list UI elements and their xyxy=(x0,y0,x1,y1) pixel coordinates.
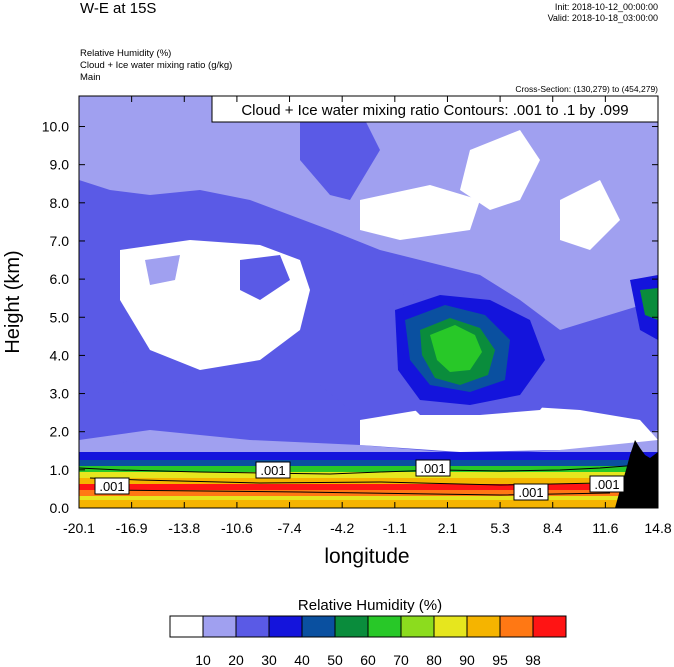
colorbar-swatch xyxy=(367,615,402,638)
colorbar-label: 30 xyxy=(261,652,277,667)
x-tick-label: -10.6 xyxy=(221,520,253,536)
colorbar-label: 50 xyxy=(327,652,343,667)
x-tick-label: -1.1 xyxy=(383,520,407,536)
colorbar-swatch xyxy=(268,615,303,638)
x-tick-label: -20.1 xyxy=(63,520,95,536)
contour-label: .001 xyxy=(420,461,445,476)
y-tick-label: 6.0 xyxy=(50,271,70,287)
y-tick-label: 9.0 xyxy=(50,157,70,173)
contour-labels: .001 .001 .001 .001 .001 xyxy=(94,459,625,501)
x-tick-label: -13.8 xyxy=(168,520,200,536)
y-tick-label: 5.0 xyxy=(50,309,70,325)
contour-label: .001 xyxy=(99,479,124,494)
colorbar-label: 80 xyxy=(426,652,442,667)
colorbar-swatch xyxy=(202,615,237,638)
cross-section-label: Cross-Section: (130,279) to (454,279) xyxy=(515,84,658,94)
colorbar-swatch xyxy=(466,615,501,638)
colorbar-label: 60 xyxy=(360,652,376,667)
colorbar-swatch xyxy=(532,615,567,638)
field-label-main: Main xyxy=(80,72,101,83)
x-tick-label: 5.3 xyxy=(490,520,510,536)
x-tick-label: 2.1 xyxy=(438,520,458,536)
colorbar-swatch xyxy=(334,615,369,638)
colorbar-title: Relative Humidity (%) xyxy=(298,597,442,614)
colorbar-swatch xyxy=(169,615,204,638)
contour-info-box xyxy=(211,95,659,123)
x-tick-label: 14.8 xyxy=(644,520,671,536)
chart-title: W-E at 15S xyxy=(80,0,157,17)
axis-ticks: -20.1 -16.9 -13.8 -10.6 -7.4 -4.2 -1.1 2.1 5.3 8.… xyxy=(42,96,672,536)
colorbar-label: 70 xyxy=(393,652,409,667)
colorbar-label: 20 xyxy=(228,652,244,667)
x-tick-label: -4.2 xyxy=(330,520,354,536)
colorbar-swatch xyxy=(433,615,468,638)
x-tick-label: 11.6 xyxy=(592,520,618,536)
valid-time: Valid: 2018-10-18_03:00:00 xyxy=(547,13,658,23)
colorbar-swatch xyxy=(235,615,270,638)
x-tick-label: 8.4 xyxy=(543,520,563,536)
colorbar-swatch xyxy=(499,615,534,638)
colorbar-swatch xyxy=(400,615,435,638)
y-tick-label: 4.0 xyxy=(50,347,70,363)
x-tick-label: -7.4 xyxy=(277,520,301,536)
field-label-rh: Relative Humidity (%) xyxy=(80,48,172,59)
colorbar-label: 40 xyxy=(294,652,310,667)
y-tick-label: 1.0 xyxy=(50,462,70,478)
rh-shading xyxy=(79,96,658,508)
y-tick-label: 10.0 xyxy=(42,119,69,135)
x-axis-label: longitude xyxy=(324,545,409,568)
y-tick-label: 2.0 xyxy=(50,424,70,440)
y-tick-label: 0.0 xyxy=(50,500,70,516)
x-tick-label: -16.9 xyxy=(116,520,148,536)
field-label-cloud: Cloud + Ice water mixing ratio (g/kg) xyxy=(80,60,233,71)
colorbar-label: 90 xyxy=(459,652,475,667)
contour-label: .001 xyxy=(260,463,285,478)
contour-label: .001 xyxy=(594,477,619,492)
y-tick-label: 8.0 xyxy=(50,195,70,211)
y-tick-label: 3.0 xyxy=(50,386,70,402)
colorbar: 10 20 30 40 50 60 70 80 90 95 98 xyxy=(169,615,567,667)
init-time: Init: 2018-10-12_00:00:00 xyxy=(554,2,658,12)
y-axis-label: Height (km) xyxy=(2,250,24,353)
colorbar-label: 98 xyxy=(525,652,541,667)
contour-label: .001 xyxy=(518,485,543,500)
contour-info: Cloud + Ice water mixing ratio Contours:… xyxy=(241,102,628,119)
colorbar-label: 10 xyxy=(195,652,211,667)
y-tick-label: 7.0 xyxy=(50,233,70,249)
colorbar-swatch xyxy=(301,615,336,638)
colorbar-label: 95 xyxy=(492,652,508,667)
